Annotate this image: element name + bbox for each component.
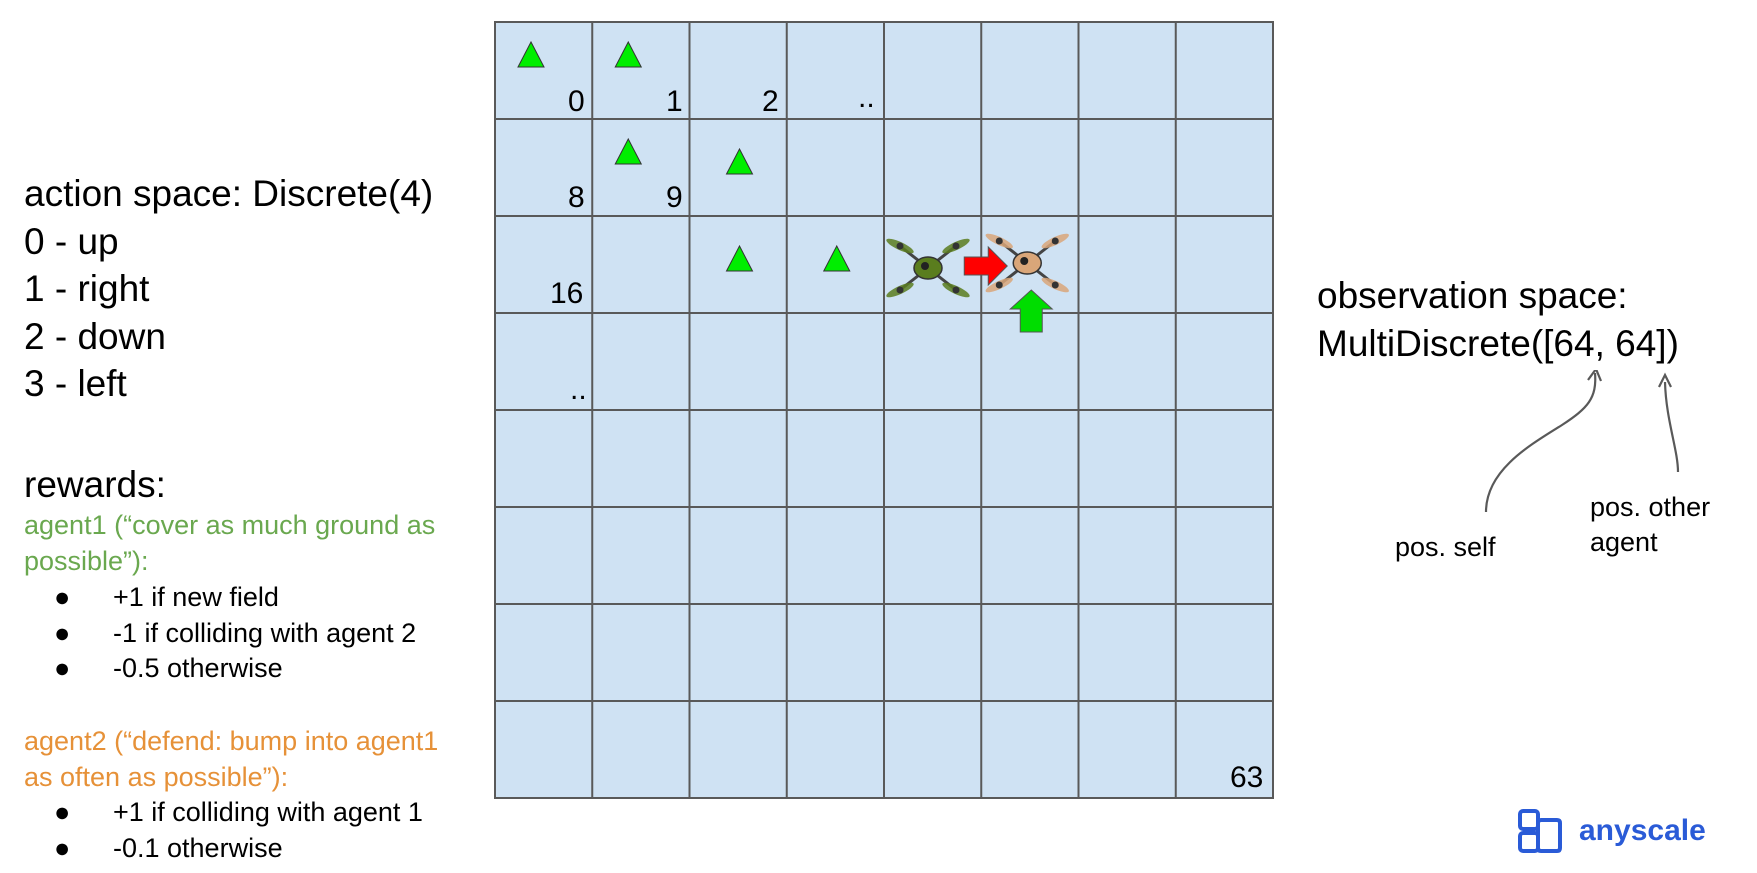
cell-label-dots-row: .. (858, 81, 875, 114)
list-item: ● -0.5 otherwise (24, 651, 416, 687)
cell-label-8: 8 (568, 181, 585, 214)
other-pointer-arrow (1663, 381, 1680, 473)
observation-space-title: observation space: (1317, 275, 1628, 316)
action-item-left: 3 - left (24, 363, 127, 404)
reward-text: +1 if new field (113, 582, 279, 612)
visited-marker-icon (517, 40, 545, 68)
agent2-description-line1: agent2 (“defend: bump into agent1 (24, 726, 439, 756)
agent2-drone-icon (985, 233, 1069, 293)
cell-label-dots-col: .. (570, 373, 587, 406)
visited-marker-icon (822, 244, 851, 272)
observation-space-type: MultiDiscrete([64, 64]) (1317, 322, 1679, 364)
agent1-description-line2: possible”): (24, 545, 149, 576)
agent2-rewards: agent2 (“defend: bump into agent1 as oft… (24, 724, 438, 795)
anyscale-logo-icon (1518, 809, 1562, 853)
agent1-description-line1: agent1 (“cover as much ground as (24, 510, 436, 540)
rewards-title: rewards: (24, 464, 166, 505)
annotation-pos-self: pos. self (1395, 532, 1496, 562)
annotation-pos-other-line2: agent (1590, 527, 1658, 557)
other-arrowhead-icon (1658, 372, 1672, 388)
bullet-icon: ● (54, 797, 71, 827)
action-item-down: 2 - down (24, 315, 166, 357)
reward-text: +1 if colliding with agent 1 (113, 797, 423, 827)
list-item: ● +1 if colliding with agent 1 (24, 795, 423, 831)
action-item-up: 0 - up (24, 220, 119, 262)
cell-label-1: 1 (666, 85, 683, 118)
anyscale-logo: anyscale (1517, 808, 1706, 854)
cell-label-9: 9 (666, 181, 683, 214)
visited-marker-icon (614, 137, 643, 165)
reward-text: -0.5 otherwise (113, 653, 283, 683)
visited-marker-icon (725, 244, 754, 272)
grid-world: 0 1 2 .. 8 9 16 .. 63 (494, 21, 1274, 799)
action-item-right: 1 - right (24, 268, 150, 309)
agent1-reward-list: ● +1 if new field ● -1 if colliding with a… (24, 580, 416, 687)
anyscale-logo-text: anyscale (1579, 814, 1706, 847)
annotation-arrows (1484, 370, 1680, 513)
observation-space: observation space: MultiDiscrete([64, 64… (1317, 272, 1679, 367)
bullet-icon: ● (54, 617, 71, 648)
annotation-pos-other-line1: pos. other (1590, 492, 1711, 522)
cell-label-0: 0 (568, 85, 585, 118)
bullet-icon: ● (54, 653, 71, 683)
agent2-reward-list: ● +1 if colliding with agent 1 ● -0.1 othe… (24, 795, 423, 866)
list-item: ● -1 if colliding with agent 2 (24, 616, 416, 652)
left-panel: action space: Discrete(4) 0 - up 1 - rig… (24, 170, 433, 408)
agent1-drone-icon (886, 238, 970, 298)
rewards-section: rewards: (24, 461, 166, 509)
bullet-icon: ● (54, 832, 71, 863)
cell-label-63: 63 (1230, 761, 1264, 794)
action-space-title: action space: Discrete(4) (24, 173, 434, 214)
self-arrowhead-icon (1587, 370, 1603, 382)
up-arrow-icon (1008, 289, 1054, 333)
reward-text: -1 if colliding with agent 2 (113, 617, 417, 648)
bullet-icon: ● (54, 582, 71, 612)
right-arrow-icon (963, 245, 1008, 287)
cell-label-16: 16 (550, 277, 584, 310)
visited-marker-icon (614, 40, 643, 68)
list-item: ● +1 if new field (24, 580, 416, 616)
grid-svg (494, 21, 1274, 799)
agent2-description-line2: as often as possible”): (24, 761, 289, 792)
list-item: ● -0.1 otherwise (24, 831, 423, 867)
agent1-rewards: agent1 (“cover as much ground as possibl… (24, 508, 435, 579)
cell-label-2: 2 (762, 85, 779, 118)
self-pointer-arrow (1484, 372, 1597, 513)
visited-marker-icon (725, 147, 754, 175)
reward-text: -0.1 otherwise (113, 832, 283, 863)
